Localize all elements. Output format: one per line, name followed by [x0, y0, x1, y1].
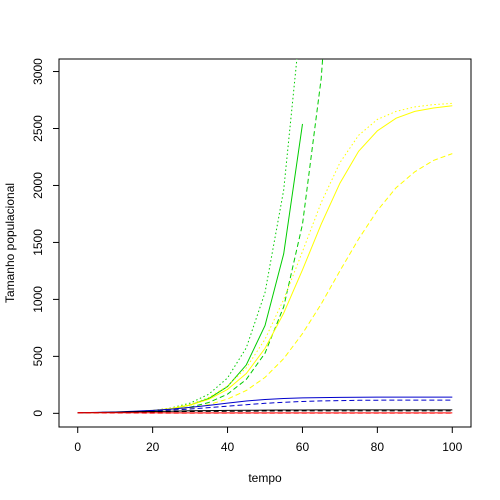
series-line-5 [77, 105, 453, 414]
x-tick-label: 80 [371, 440, 385, 454]
y-axis-title: Tamanho populacional [3, 183, 17, 303]
series-line-9 [77, 409, 453, 414]
x-tick-label: 20 [146, 440, 160, 454]
x-tick-label: 40 [221, 440, 235, 454]
x-tick-label: 0 [74, 440, 81, 454]
series-line-2 [77, 123, 303, 414]
y-tick-label: 2500 [31, 115, 45, 142]
x-axis-title: tempo [248, 471, 282, 485]
series-line-4 [77, 102, 453, 414]
series-line-8 [77, 399, 453, 414]
plot-frame [58, 58, 472, 428]
series-line-1 [77, 59, 298, 414]
y-tick-label: 0 [31, 410, 45, 417]
y-tick-label: 1500 [31, 229, 45, 256]
x-axis: 0 20 40 60 80 100 [74, 426, 463, 454]
series-line-7 [77, 396, 453, 414]
series-line-6 [77, 153, 453, 414]
series-line-10 [77, 410, 453, 414]
y-axis: 0 500 1000 1500 2000 2500 3000 [31, 58, 60, 417]
y-tick-label: 1000 [31, 286, 45, 313]
x-tick-label: 60 [296, 440, 310, 454]
x-tick-label: 100 [442, 440, 462, 454]
y-tick-label: 3000 [31, 58, 45, 85]
series-layer [77, 59, 453, 414]
y-tick-label: 500 [31, 346, 45, 366]
series-line-3 [77, 59, 324, 414]
y-tick-label: 2000 [31, 172, 45, 199]
